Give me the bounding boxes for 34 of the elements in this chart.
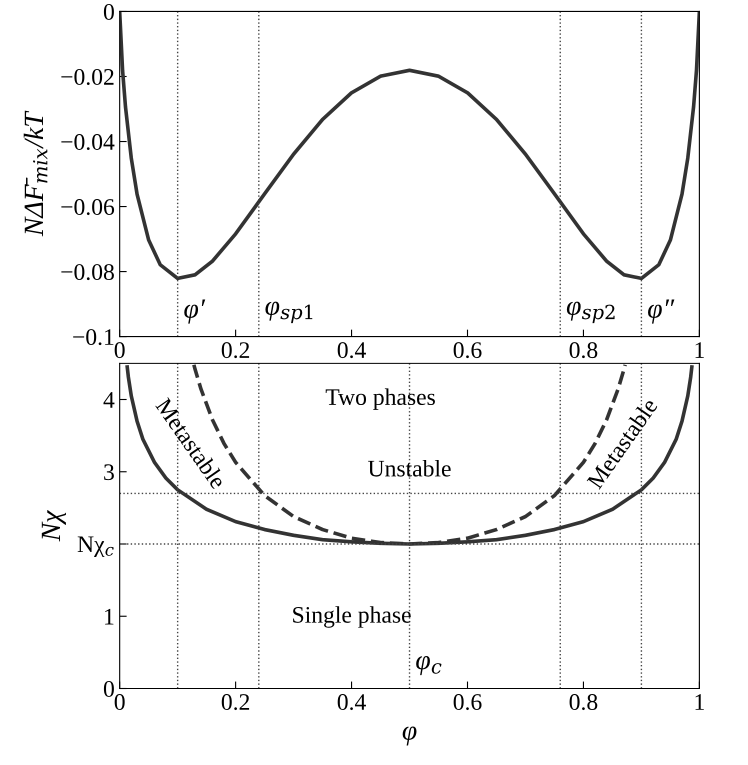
y-tick-label: 0 — [104, 680, 114, 697]
y-tick-label: 1 — [105, 608, 114, 624]
y-tick-label: 3 — [104, 464, 114, 480]
y-tick-label: 0 — [104, 4, 114, 20]
y-tick-label: −0.06 — [61, 199, 114, 216]
y-axis-title: Nχ — [42, 510, 66, 542]
y-tick-label: −0.1 — [73, 329, 114, 346]
annotation: Single phase — [293, 606, 411, 628]
y-tick-label: −0.02 — [61, 68, 114, 86]
x-tick-label: 0.2 — [222, 694, 250, 710]
x-tick-label: 0.6 — [454, 694, 482, 710]
x-tick-label: 0 — [114, 694, 125, 710]
x-tick-label: 0.4 — [338, 694, 366, 710]
x-tick-label: 0.8 — [570, 694, 598, 710]
annotation: Two phases — [326, 388, 435, 410]
y-tick-label: −0.08 — [61, 264, 114, 280]
x-tick-label: 1 — [696, 694, 704, 710]
annotation: Unstable — [368, 460, 451, 477]
y-tick-label: −0.04 — [61, 134, 114, 150]
x-tick-label: 0.4 — [338, 342, 366, 358]
ref-line-label: φ′ — [184, 299, 206, 324]
ref-line-label: φ$_{c}$ — [416, 656, 442, 676]
x-tick-label: 0.6 — [454, 342, 482, 358]
x-tick-label: 0.2 — [222, 342, 250, 358]
x-tick-label: 1 — [696, 342, 704, 358]
x-tick-label: 0 — [114, 342, 125, 358]
x-axis-title: φ — [402, 726, 416, 746]
ref-line-label: φ$_{sp1}$ — [265, 302, 312, 324]
y-axis-title: NΔF̄$_{mix}$/kT — [24, 110, 48, 236]
ref-line-label: φ″ — [648, 299, 674, 324]
ref-line-label: φ$_{sp2}$ — [566, 302, 615, 324]
y-tick-label: Nχ$_{c}$ — [78, 536, 114, 558]
x-tick-label: 0.8 — [570, 342, 598, 358]
y-tick-label: 4 — [103, 392, 114, 408]
